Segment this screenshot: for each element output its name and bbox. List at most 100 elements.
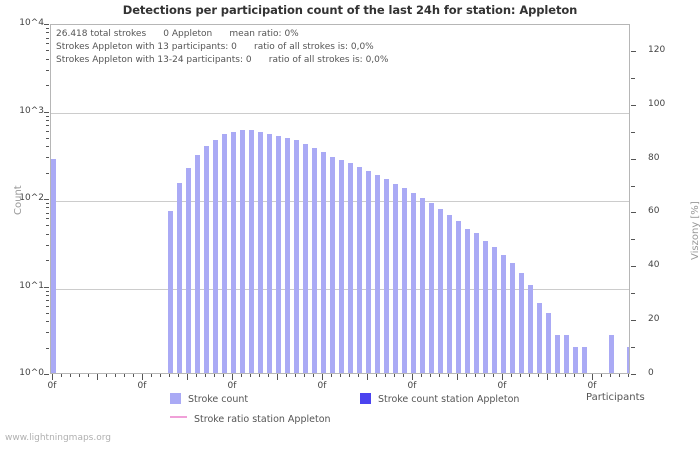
y2-tick-major-120 (631, 50, 636, 52)
legend-item-station-count[interactable]: Stroke count station Appleton (360, 393, 519, 405)
x-tick-minor (529, 374, 530, 377)
bar[interactable] (420, 198, 425, 373)
x-tick-minor (583, 374, 584, 377)
bar[interactable] (384, 179, 389, 373)
bar[interactable] (492, 247, 497, 373)
x-tick-minor (214, 374, 215, 377)
y2-tick-label-20: 20 (648, 314, 660, 325)
bar[interactable] (294, 140, 299, 373)
bar[interactable] (609, 335, 614, 373)
x-tick-minor (169, 374, 170, 377)
bar[interactable] (627, 347, 629, 373)
bar[interactable] (429, 203, 434, 373)
y2-tick-minor (631, 293, 635, 295)
y-tick-minor (46, 157, 49, 159)
bar[interactable] (582, 347, 587, 373)
annotation-block: 26.418 total strokes 0 Appleton mean rat… (56, 28, 388, 67)
bar[interactable] (357, 167, 362, 373)
x-tick-minor (151, 374, 152, 377)
x-tick-minor (376, 374, 377, 377)
x-tick-minor (259, 374, 260, 377)
bar[interactable] (519, 273, 524, 373)
legend-item-stroke-count[interactable]: Stroke count (170, 393, 248, 405)
y-tick-minor (46, 32, 49, 34)
bar[interactable] (240, 130, 245, 373)
bar[interactable] (402, 188, 407, 373)
bar[interactable] (51, 159, 56, 373)
y2-tick-minor (631, 185, 635, 187)
bar[interactable] (438, 209, 443, 373)
bar[interactable] (177, 183, 182, 373)
x-tick-minor (430, 374, 431, 377)
x-tick-minor (520, 374, 521, 377)
x-tick-label: 0f (407, 381, 417, 391)
x-tick-minor (475, 374, 476, 377)
x-tick-minor (619, 374, 620, 377)
x-tick-minor (304, 374, 305, 377)
x-tick-minor (484, 374, 485, 377)
y-tick-minor (46, 233, 49, 235)
bar[interactable] (393, 184, 398, 373)
bar[interactable] (555, 335, 560, 373)
y-tick-minor (46, 347, 49, 349)
bar[interactable] (267, 134, 272, 373)
legend-item-station-ratio[interactable]: Stroke ratio station Appleton (170, 414, 331, 425)
bar[interactable] (546, 313, 551, 373)
y-tick-minor (46, 115, 49, 117)
bar[interactable] (528, 285, 533, 373)
bar[interactable] (339, 160, 344, 373)
bar[interactable] (195, 155, 200, 373)
y-tick-minor (46, 37, 49, 39)
y2-tick-major-60 (631, 212, 636, 214)
bar[interactable] (321, 152, 326, 373)
bar[interactable] (303, 144, 308, 373)
bar[interactable] (186, 168, 191, 373)
bar[interactable] (222, 134, 227, 373)
bar[interactable] (411, 193, 416, 373)
bar[interactable] (573, 347, 578, 373)
bar[interactable] (483, 241, 488, 373)
y-axis-title-right: Viszony [%] (690, 201, 700, 260)
bar[interactable] (249, 130, 254, 373)
x-tick-minor (61, 374, 62, 377)
bar[interactable] (537, 303, 542, 373)
x-tick-minor (610, 374, 611, 377)
chart-title: Detections per participation count of th… (122, 3, 578, 17)
y-tick-minor (46, 130, 49, 132)
bar[interactable] (447, 215, 452, 373)
watermark: www.lightningmaps.org (5, 433, 111, 443)
bar[interactable] (168, 211, 173, 373)
bar[interactable] (204, 146, 209, 373)
x-tick-label: 0f (227, 381, 237, 391)
bar[interactable] (510, 263, 515, 373)
bar[interactable] (285, 138, 290, 373)
bar[interactable] (276, 136, 281, 373)
bar[interactable] (501, 255, 506, 373)
x-tick-minor (448, 374, 449, 377)
bar[interactable] (231, 132, 236, 373)
x-tick-major (322, 374, 323, 380)
bar[interactable] (312, 148, 317, 373)
x-tick-major (457, 374, 458, 380)
bar[interactable] (213, 140, 218, 373)
y-tick-minor (46, 260, 49, 262)
legend-label-station-ratio: Stroke ratio station Appleton (194, 414, 331, 425)
bar[interactable] (456, 221, 461, 373)
bar[interactable] (465, 229, 470, 373)
y2-tick-major-40 (631, 266, 636, 268)
bar[interactable] (258, 132, 263, 373)
x-tick-minor (385, 374, 386, 377)
bar[interactable] (474, 233, 479, 373)
x-tick-major (502, 374, 503, 380)
y-tick-minor (46, 203, 49, 204)
x-tick-minor (466, 374, 467, 377)
bar[interactable] (375, 175, 380, 373)
x-tick-minor (124, 374, 125, 377)
x-tick-minor (403, 374, 404, 377)
bar[interactable] (330, 157, 335, 373)
bar[interactable] (564, 335, 569, 373)
bar[interactable] (348, 163, 353, 373)
x-tick-minor (250, 374, 251, 377)
bar[interactable] (366, 171, 371, 373)
